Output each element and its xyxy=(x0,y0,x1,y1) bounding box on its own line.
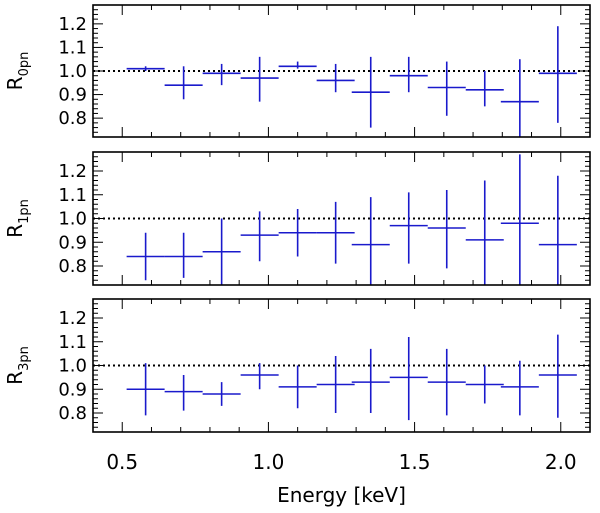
error-bar-point xyxy=(500,360,539,416)
x-ticks xyxy=(92,5,591,137)
x-ticks xyxy=(92,299,591,432)
x-tick-label: 2.0 xyxy=(545,450,577,474)
error-bar-point xyxy=(240,363,279,390)
y-tick-label: 1.2 xyxy=(58,161,87,182)
error-bar-point xyxy=(126,232,165,281)
y-axis-title: R0pn xyxy=(3,52,32,91)
y-tick-label: 1.2 xyxy=(58,308,87,329)
error-bar-point xyxy=(164,66,203,100)
error-bar-point xyxy=(316,201,355,264)
x-ticks xyxy=(92,152,591,285)
y-tick-label: 0.9 xyxy=(58,379,87,400)
error-bar-point xyxy=(351,348,390,413)
y-tick-label: 0.8 xyxy=(58,403,87,424)
error-bars xyxy=(126,334,577,421)
error-bar-point xyxy=(389,56,428,93)
error-bar-point xyxy=(538,175,577,285)
error-bar-point xyxy=(164,232,203,278)
error-bar-point xyxy=(427,348,466,416)
x-axis-title: Energy [keV] xyxy=(277,483,406,507)
y-tick-label: 1.2 xyxy=(58,14,87,35)
plot-frame xyxy=(92,4,591,138)
y-tick-labels: 0.8 0.9 1.0 1.1 1.2 xyxy=(58,14,87,129)
panel-r0pn: 0.8 0.9 1.0 1.1 1.2 R0pn xyxy=(3,4,591,138)
error-bar-point xyxy=(316,63,355,93)
error-bar-point xyxy=(126,363,165,416)
error-bar-point xyxy=(538,334,577,418)
error-bar-point xyxy=(389,192,428,264)
y-ticks xyxy=(93,4,590,138)
error-bar-point xyxy=(351,56,390,128)
y-tick-label: 0.9 xyxy=(58,85,87,106)
plot-frame xyxy=(92,298,591,433)
x-tick-label: 1.0 xyxy=(253,450,285,474)
y-axis-title: R3pn xyxy=(3,346,32,385)
error-bar-point xyxy=(202,382,241,406)
y-tick-label: 1.0 xyxy=(58,209,87,230)
y-tick-label: 1.1 xyxy=(58,332,87,353)
y-tick-labels: 0.8 0.9 1.0 1.1 1.2 xyxy=(58,308,87,424)
y-tick-label: 1.1 xyxy=(58,37,87,58)
error-bar-point xyxy=(278,209,317,257)
x-tick-labels: 0.5 1.0 1.5 2.0 xyxy=(106,450,576,474)
error-bar-point xyxy=(500,59,539,137)
error-bar-point xyxy=(465,180,504,285)
error-bar-point xyxy=(538,26,577,123)
panel-r3pn: 0.8 0.9 1.0 1.1 1.2 R3pn xyxy=(3,298,591,433)
error-bars xyxy=(126,26,577,137)
x-tick-label: 1.5 xyxy=(399,450,431,474)
y-ticks xyxy=(93,151,590,286)
y-axis-title-main: R1pn xyxy=(3,199,32,238)
y-ticks xyxy=(93,298,590,433)
x-tick-label: 0.5 xyxy=(106,450,138,474)
error-bars xyxy=(126,154,577,285)
error-bar-point xyxy=(500,154,539,285)
y-axis-title-main: R0pn xyxy=(3,52,32,91)
panel-r1pn: 0.8 0.9 1.0 1.1 1.2 R1pn xyxy=(3,151,591,286)
error-bar-point xyxy=(126,66,165,71)
error-bar-point xyxy=(240,211,279,262)
error-bar-point xyxy=(427,190,466,269)
error-bar-point xyxy=(465,71,504,107)
error-bar-point xyxy=(278,61,317,69)
error-bar-point xyxy=(202,218,241,285)
error-bar-point xyxy=(202,63,241,86)
y-axis-title: R1pn xyxy=(3,199,32,238)
y-tick-label: 1.0 xyxy=(58,356,87,377)
error-bar-point xyxy=(278,365,317,409)
error-bar-point xyxy=(465,365,504,404)
y-tick-label: 1.1 xyxy=(58,185,87,206)
error-bar-point xyxy=(351,197,390,285)
y-tick-labels: 0.8 0.9 1.0 1.1 1.2 xyxy=(58,161,87,277)
plot-frame xyxy=(92,151,591,286)
y-axis-title-main: R3pn xyxy=(3,346,32,385)
error-bar-point xyxy=(389,337,428,421)
y-tick-label: 0.9 xyxy=(58,232,87,253)
error-bar-point xyxy=(164,375,203,411)
y-tick-label: 0.8 xyxy=(58,256,87,277)
error-bar-point xyxy=(316,356,355,413)
y-tick-label: 0.8 xyxy=(58,108,87,129)
error-bar-point xyxy=(240,56,279,102)
y-tick-label: 1.0 xyxy=(58,61,87,82)
error-bar-point xyxy=(427,61,466,116)
